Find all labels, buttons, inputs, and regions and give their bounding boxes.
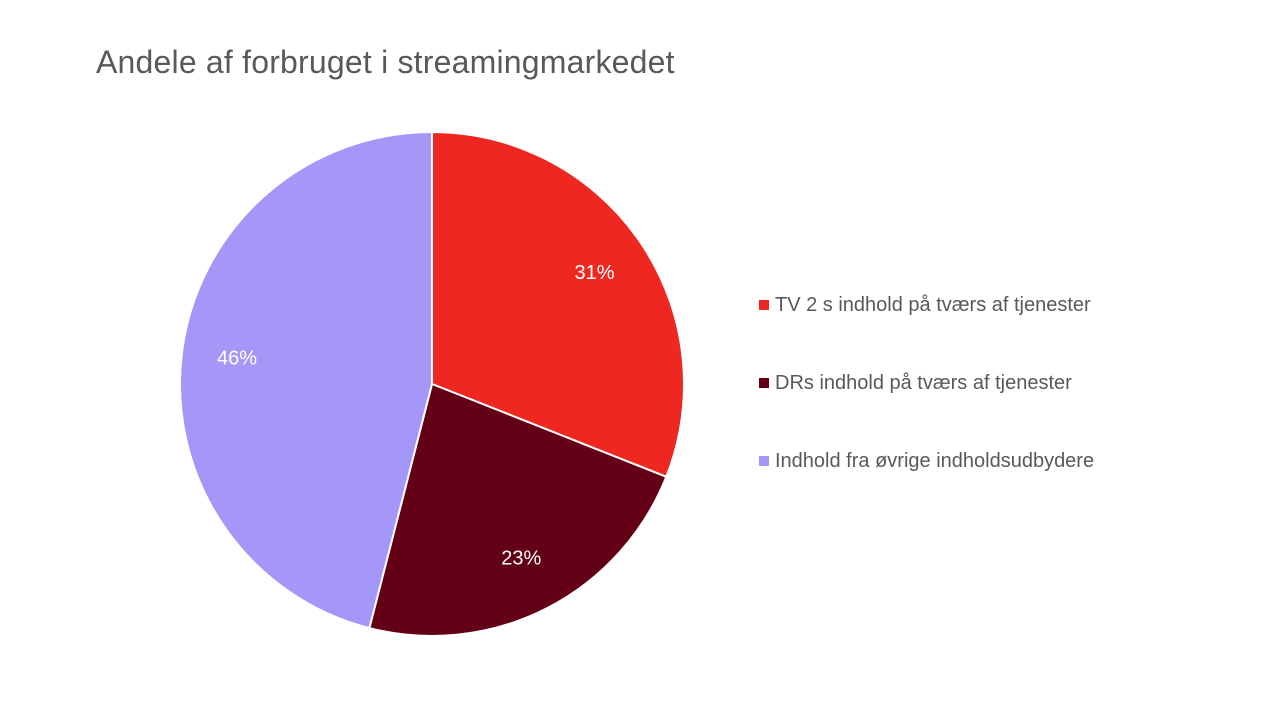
legend-item-other[interactable]: Indhold fra øvrige indholdsudbydere [759,448,1094,474]
slice-dr[interactable] [368,383,668,637]
legend-label: TV 2 s indhold på tværs af tjenester [775,293,1091,316]
pie-labels: 31% 23% 46% [217,262,615,570]
data-label: 23% [501,547,541,569]
legend-item-tv2[interactable]: TV 2 s indhold på tværs af tjenester [759,292,1094,318]
data-label: 46% [217,348,257,370]
slice-other[interactable] [179,131,433,630]
legend-item-dr[interactable]: DRs indhold på tværs af tjenester [759,370,1094,396]
legend-swatch-icon [759,378,769,388]
legend-swatch-icon [759,300,769,310]
chart-title: Andele af forbruget i streamingmarkedet [96,44,675,80]
data-label: 31% [575,262,615,284]
legend-swatch-icon [759,456,769,466]
legend-label: Indhold fra øvrige indholdsudbydere [775,449,1095,472]
legend-label: DRs indhold på tværs af tjenester [775,371,1072,394]
slice-tv2[interactable] [431,131,685,478]
legend: TV 2 s indhold på tværs af tjenester DRs… [759,292,1094,526]
pie-slices [179,131,685,637]
